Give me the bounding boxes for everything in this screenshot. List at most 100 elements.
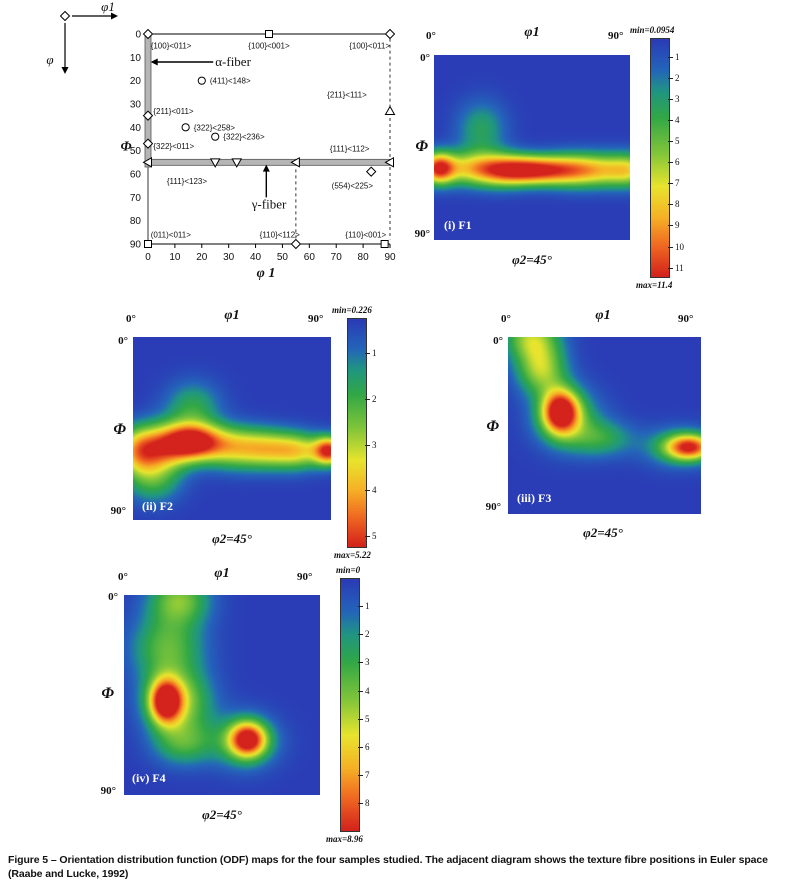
triangle-up-marker xyxy=(384,105,396,115)
y-tick-label: 10 xyxy=(130,53,142,64)
x-tick-label: 60 xyxy=(304,252,316,263)
diamond-marker xyxy=(142,110,154,121)
orientation-label: {111}<123> xyxy=(167,177,208,186)
phi-axis-title: Φ xyxy=(101,685,114,702)
phi2-section-label-f4: φ2=45° xyxy=(202,807,242,822)
colorbar-tick-label: 7 xyxy=(358,769,370,780)
odf-panel-f2: 0° φ1 90° 0° Φ 90° (ii) F2 φ2=45° min=0.… xyxy=(100,305,440,565)
x-tick-label: 10 xyxy=(169,252,181,263)
colorbar-gradient-f4 xyxy=(340,578,360,832)
gamma-fiber-label: γ-fiber xyxy=(251,196,287,211)
y-tick-label: 40 xyxy=(130,123,142,134)
odf-heatmap-f2 xyxy=(133,337,331,520)
colorbar-f1: min=0.0954 1 2 3 4 5 6 7 8 9 10 11 max=11.4 xyxy=(630,25,684,290)
phi-axis-title: Φ xyxy=(486,418,499,435)
euler-space-diagram: 0 10 20 30 40 50 60 70 80 900102030405060708090φ … xyxy=(46,2,396,281)
odf-panel-f1: 0° φ1 90° 0° Φ 90° (i) F1 φ2=45° min=0.0… xyxy=(408,22,738,297)
y-tick-label: 30 xyxy=(130,99,142,110)
colorbar-tick-label: 9 xyxy=(668,220,680,231)
phi1-axis-title: φ1 xyxy=(595,308,611,323)
colorbar-f4: min=0 1 2 3 4 5 6 7 8 max=8.96 xyxy=(326,565,370,844)
colorbar-gradient-f1 xyxy=(650,38,670,278)
diamond-marker xyxy=(142,28,154,40)
y-tick-label: 20 xyxy=(130,76,142,87)
phi1-axis-title: φ1 xyxy=(524,25,540,40)
y-tick-label: 90 xyxy=(130,239,142,250)
orientation-label: {100}<001> xyxy=(248,42,290,51)
colorbar-tick-label: 4 xyxy=(668,115,680,126)
colorbar-max-label-f1: max=11.4 xyxy=(636,280,673,290)
orientation-label: {100}<011> xyxy=(349,42,390,51)
colorbar-tick-label: 2 xyxy=(365,393,377,404)
phi-start-label: 0° xyxy=(118,335,128,347)
panel-id-label-f2: (ii) F2 xyxy=(142,499,173,513)
corner-phi-label: φ xyxy=(46,52,53,67)
orientation-label: {322}<258> xyxy=(194,123,236,132)
panel-id-label-f1: (i) F1 xyxy=(444,218,472,232)
odf-heatmap-f1 xyxy=(434,55,630,240)
colorbar-min-label-f4: min=0 xyxy=(336,565,361,575)
phi-axis-title: Φ xyxy=(415,138,428,155)
odf-panel-f3: 0° φ1 90° 0° Φ 90° (iii) F3 φ2=45° xyxy=(475,305,725,555)
colorbar-tick-label: 2 xyxy=(358,629,370,640)
circle-marker xyxy=(197,76,206,85)
phi1-end-label: 90° xyxy=(608,30,624,42)
orientation-label: {211}<011> xyxy=(153,107,194,116)
colorbar-tick-label: 11 xyxy=(668,262,684,273)
phi2-section-label-f2: φ2=45° xyxy=(212,531,252,546)
diamond-marker xyxy=(142,138,154,149)
y-tick-label: 50 xyxy=(130,146,142,157)
colorbar-max-label-f2: max=5.22 xyxy=(334,550,371,560)
phi-start-label: 0° xyxy=(108,591,118,603)
colorbar-tick-label: 5 xyxy=(365,530,377,541)
phi2-section-label-f1: φ2=45° xyxy=(512,252,552,267)
phi1-start-label: 0° xyxy=(126,313,136,325)
triangle-down-marker xyxy=(231,158,243,168)
figure-caption-line2: (Raabe and Lucke, 1992) xyxy=(8,868,129,881)
y-tick-label: 0 xyxy=(135,30,141,41)
gamma-fiber-band xyxy=(147,158,391,166)
circle-marker xyxy=(181,123,190,132)
colorbar-tick-label: 1 xyxy=(365,348,377,359)
orientation-label: {110}<001> xyxy=(345,231,386,240)
phi-start-label: 0° xyxy=(420,52,430,64)
orientation-label: (554)<225> xyxy=(332,182,374,191)
phi-axis-title: Φ xyxy=(113,421,126,438)
phi1-axis-arrowhead xyxy=(111,12,118,20)
phi1-axis-title: φ1 xyxy=(224,308,240,323)
colorbar-tick-label: 3 xyxy=(358,657,370,668)
phi-end-label: 90° xyxy=(110,505,126,517)
y-tick-label: 60 xyxy=(130,169,142,180)
diamond-marker xyxy=(290,238,302,250)
orientation-label: {110}<112> xyxy=(260,231,301,240)
orientation-label: {322}<011> xyxy=(153,142,194,151)
diamond-marker xyxy=(365,166,377,177)
y-axis-label: Φ xyxy=(120,140,131,155)
orientation-label: (411)<148> xyxy=(210,77,251,86)
triangle-left-marker xyxy=(142,156,152,168)
diamond-marker xyxy=(384,28,396,40)
x-tick-label: 20 xyxy=(196,252,208,263)
x-tick-label: 30 xyxy=(223,252,235,263)
odf-panel-f4: 0° φ1 90° 0° Φ 90° (iv) F4 φ2=45° min=0 … xyxy=(92,565,432,855)
alpha-fiber-arrowhead xyxy=(150,58,158,66)
colorbar-tick-label: 2 xyxy=(668,73,680,84)
x-tick-label: 50 xyxy=(277,252,289,263)
colorbar-tick-label: 6 xyxy=(358,741,370,752)
panel-id-label-f3: (iii) F3 xyxy=(517,491,552,505)
x-tick-label: 80 xyxy=(358,252,370,263)
corner-phi1-label: φ1 xyxy=(101,2,115,14)
colorbar-tick-label: 1 xyxy=(668,52,680,63)
colorbar-tick-label: 3 xyxy=(365,439,377,450)
colorbar-tick-label: 8 xyxy=(358,798,370,808)
gamma-fiber-arrowhead xyxy=(262,164,270,172)
colorbar-tick-label: 8 xyxy=(668,199,680,210)
colorbar-tick-label: 5 xyxy=(358,713,370,724)
phi1-start-label: 0° xyxy=(118,571,128,583)
x-tick-label: 40 xyxy=(250,252,262,263)
phi1-end-label: 90° xyxy=(678,313,694,325)
x-tick-label: 90 xyxy=(384,252,396,263)
phi-end-label: 90° xyxy=(485,501,501,513)
orientation-label: {322}<236> xyxy=(223,133,265,142)
